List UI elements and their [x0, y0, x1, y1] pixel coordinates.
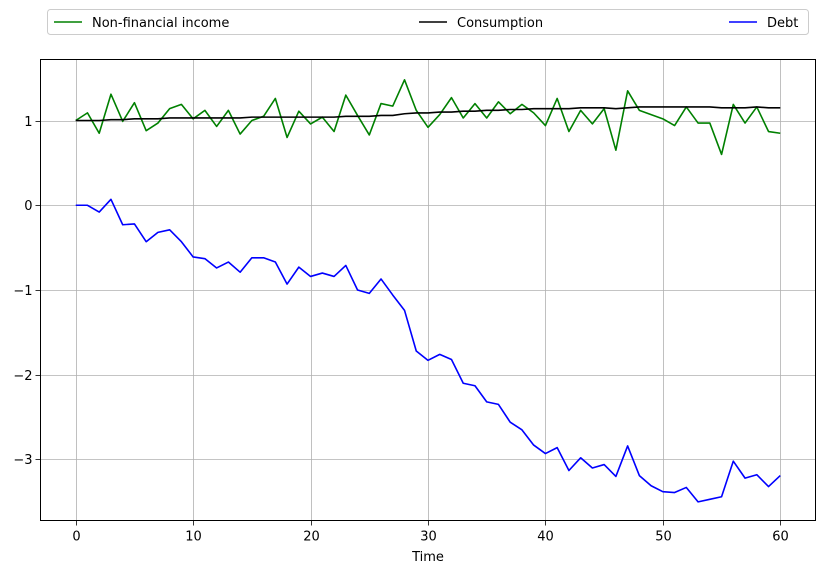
x-tick-label: 10: [185, 530, 202, 545]
legend-label-debt: Debt: [767, 16, 798, 31]
x-tick-label: 30: [420, 530, 437, 545]
x-axis: 0 10 20 30 40 50 60: [72, 520, 789, 545]
x-tick-label: 50: [655, 530, 672, 545]
x-tick-label: 0: [72, 530, 80, 545]
x-tick-label: 20: [303, 530, 320, 545]
y-tick-label: 0: [24, 199, 32, 214]
y-axis: −3 −2 −1 0 1: [13, 115, 41, 468]
y-tick-label: −1: [13, 284, 32, 299]
y-tick-label: 1: [24, 115, 32, 130]
legend: Non-financial income Consumption Debt: [47, 9, 809, 35]
x-tick-label: 40: [537, 530, 554, 545]
y-tick-label: −3: [13, 453, 32, 468]
x-axis-title: Time: [411, 550, 444, 565]
legend-label-non-financial-income: Non-financial income: [92, 16, 229, 31]
y-tick-label: −2: [13, 369, 32, 384]
plot-frame: [40, 59, 816, 521]
x-tick-label: 60: [772, 530, 789, 545]
series-line-debt: [75, 198, 781, 503]
series-line-non-financial-income: [75, 79, 781, 156]
series-line-consumption: [75, 106, 781, 122]
grid: [40, 59, 816, 521]
legend-label-consumption: Consumption: [457, 16, 543, 31]
series-layer: [75, 79, 781, 503]
